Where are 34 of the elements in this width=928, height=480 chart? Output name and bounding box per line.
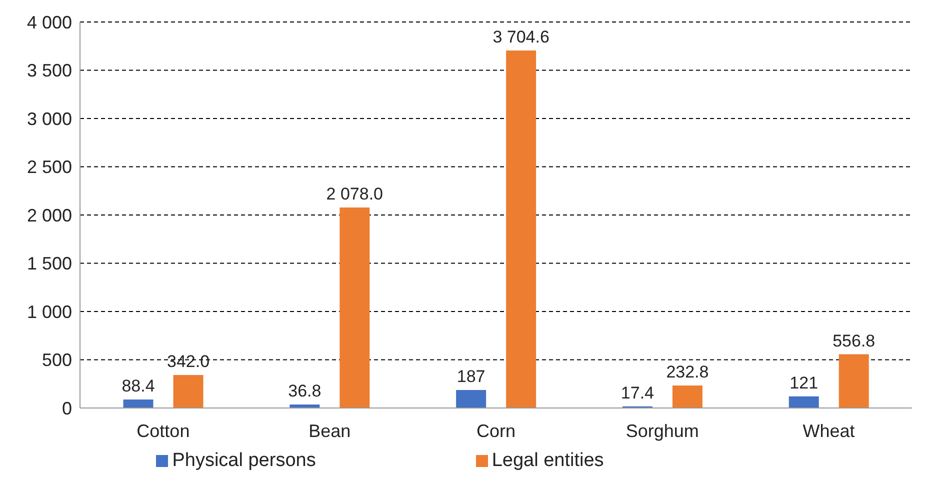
bar (838, 354, 869, 408)
x-tick-label: Cotton (136, 420, 190, 441)
data-label: 3 704.6 (492, 28, 550, 47)
bar (788, 396, 819, 408)
data-label: 17.4 (620, 383, 654, 402)
data-label: 121 (790, 373, 818, 392)
legend-label: Legal entities (492, 450, 604, 471)
x-tick-label: Corn (476, 420, 516, 441)
y-tick-label: 4 000 (26, 12, 72, 32)
bar (123, 399, 154, 408)
bar (173, 374, 204, 408)
data-label: 2 078.0 (326, 184, 384, 204)
y-tick-label: 0 (62, 398, 72, 418)
bar (340, 207, 370, 408)
y-tick-label: 1 000 (26, 302, 72, 322)
x-tick-label: Bean (308, 420, 351, 441)
y-tick-label: 500 (42, 350, 72, 370)
y-tick-label: 2 500 (26, 157, 72, 178)
data-label: 232.8 (666, 362, 709, 382)
bar (456, 390, 486, 408)
data-label: 88.4 (122, 376, 155, 396)
y-tick-label: 3 000 (26, 108, 72, 129)
bar (672, 386, 702, 408)
y-tick-label: 1 500 (26, 254, 72, 274)
x-tick-label: Sorghum (626, 420, 699, 441)
data-label: 342.0 (166, 352, 210, 371)
y-tick-label: 2 000 (26, 205, 72, 226)
bar (506, 50, 536, 408)
data-label: 556.8 (832, 331, 876, 350)
x-tick-label: Wheat (802, 420, 855, 441)
y-tick-label: 3 500 (26, 60, 72, 81)
data-label: 36.8 (288, 381, 322, 400)
legend-label: Physical persons (172, 450, 316, 471)
data-label: 187 (456, 366, 486, 386)
